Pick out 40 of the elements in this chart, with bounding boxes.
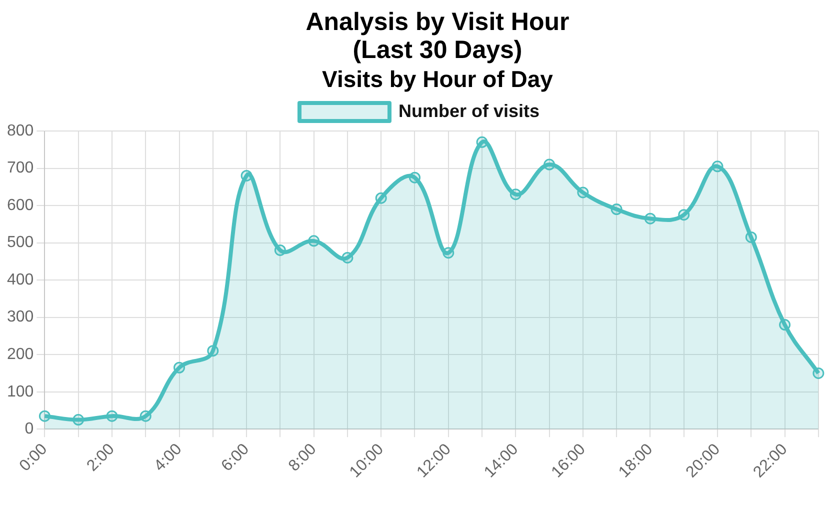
point bbox=[712, 160, 724, 172]
y-tick-label: 600 bbox=[6, 196, 34, 214]
x-tick-label: 6:00 bbox=[218, 440, 253, 475]
point bbox=[644, 212, 656, 224]
y-tick-label: 700 bbox=[6, 160, 34, 177]
point bbox=[610, 204, 622, 216]
point bbox=[476, 136, 488, 148]
y-tick-label: 0 bbox=[24, 420, 34, 438]
x-tick-label: 0:00 bbox=[16, 440, 51, 475]
point bbox=[174, 362, 186, 374]
point bbox=[510, 188, 522, 200]
chart-title: Analysis by Visit Hour (Last 30 Days) bbox=[304, 8, 570, 64]
chart-subtitle: Visits by Hour of Day bbox=[321, 66, 554, 93]
point bbox=[72, 414, 84, 426]
point bbox=[375, 192, 387, 204]
point bbox=[274, 244, 286, 256]
legend-label: Number of visits bbox=[398, 100, 540, 121]
point bbox=[577, 186, 589, 198]
point bbox=[779, 319, 791, 331]
point bbox=[342, 252, 354, 264]
point bbox=[140, 410, 152, 422]
point bbox=[106, 410, 118, 422]
y-tick-label: 100 bbox=[6, 383, 34, 400]
point bbox=[745, 231, 757, 243]
y-tick-label: 300 bbox=[6, 308, 34, 326]
point bbox=[207, 345, 219, 357]
x-tick-label: 8:00 bbox=[286, 440, 320, 475]
point bbox=[544, 158, 556, 170]
point bbox=[812, 367, 824, 379]
y-tick-label: 400 bbox=[6, 271, 34, 288]
point bbox=[408, 172, 420, 184]
y-tick-label: 200 bbox=[6, 346, 34, 363]
point bbox=[442, 247, 454, 259]
point bbox=[308, 235, 320, 247]
x-tick-label: 4:00 bbox=[151, 440, 186, 475]
point bbox=[38, 410, 50, 422]
y-tick-label: 800 bbox=[6, 122, 34, 140]
y-tick-label: 500 bbox=[6, 234, 34, 252]
point bbox=[678, 209, 690, 221]
point bbox=[240, 170, 252, 182]
